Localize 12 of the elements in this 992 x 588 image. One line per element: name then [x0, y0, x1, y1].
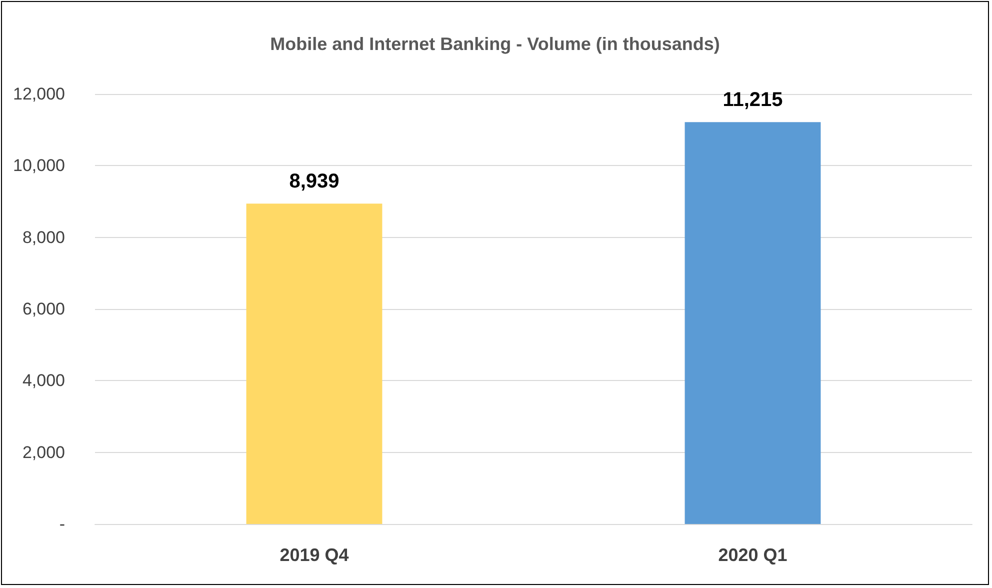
y-tick-label: 10,000	[13, 156, 65, 176]
y-tick-label: -	[59, 514, 65, 534]
y-tick-label: 2,000	[22, 442, 65, 462]
data-label: 11,215	[722, 89, 783, 112]
data-label: 8,939	[289, 170, 340, 193]
chart-title: Mobile and Internet Banking - Volume (in thousands)	[270, 34, 720, 54]
y-tick-label: 6,000	[22, 300, 65, 318]
y-tick-label: 12,000	[13, 84, 65, 104]
x-tick-label: 2019 Q4	[280, 545, 349, 565]
y-tick-label: 8,000	[22, 228, 65, 247]
x-tick-label: 2020 Q1	[718, 545, 788, 565]
y-tick-label: 4,000	[22, 371, 65, 390]
